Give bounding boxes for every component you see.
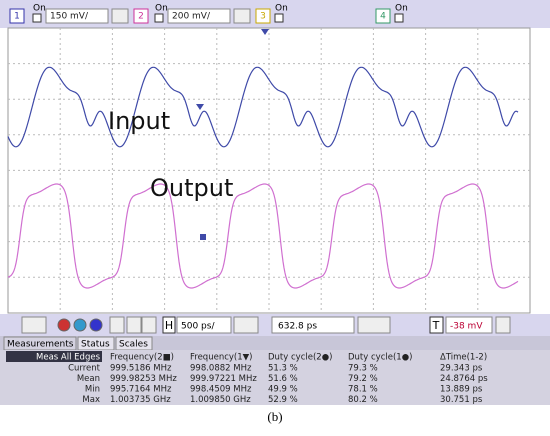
h-label: H (165, 319, 173, 332)
column-header: Meas All Edges (36, 353, 101, 363)
input-waveform (7, 66, 519, 148)
measurement-value: 999.97221 MHz (190, 374, 257, 384)
header-highlight (6, 351, 102, 362)
timebase: 500 ps/ (181, 322, 215, 332)
row-label: Mean (77, 374, 100, 384)
tab-label: Scales (119, 340, 148, 350)
measurement-value: 998.4509 MHz (190, 385, 252, 395)
measurement-value: 999.98253 MHz (110, 374, 177, 384)
measurement-value: 29.343 ps (440, 364, 483, 374)
measurement-value: 13.889 ps (440, 385, 483, 395)
ch-button[interactable] (57, 318, 71, 332)
timebase-box[interactable] (176, 316, 232, 334)
ch4-number: 4 (380, 12, 386, 22)
tool-button[interactable] (141, 316, 157, 334)
tool-button[interactable] (109, 316, 125, 334)
measurement-value: 79.3 % (348, 364, 378, 374)
graticule (8, 28, 530, 313)
measurement-value: 79.2 % (348, 374, 378, 384)
ch4-check[interactable] (394, 13, 404, 23)
measurement-value: 80.2 % (348, 395, 378, 405)
measurement-value: 1.009850 GHz (190, 395, 251, 405)
measurement-value: 49.9 % (268, 385, 298, 395)
ch2-number: 2 (138, 12, 144, 22)
measurement-value: 51.6 % (268, 374, 298, 384)
ch3-box[interactable] (255, 8, 271, 24)
ch1-check[interactable] (32, 13, 42, 23)
tab-label: Status (81, 340, 110, 350)
column-header: Duty cycle(1●) (348, 353, 412, 363)
position-box[interactable] (271, 316, 355, 334)
row-label: Current (68, 364, 101, 374)
ch-button[interactable] (89, 318, 103, 332)
column-header: ΔTime(1-2) (440, 353, 487, 363)
measurement-value: 78.1 % (348, 385, 378, 395)
t-box (429, 316, 444, 334)
measurement-value: 1.003735 GHz (110, 395, 171, 405)
measurement-value: 24.8764 ps (440, 374, 488, 384)
ch2-check[interactable] (154, 13, 164, 23)
output-label: Output (150, 174, 233, 202)
measurement-value: 998.0882 MHz (190, 364, 252, 374)
timebase-spin[interactable] (233, 316, 259, 334)
t-label: T (432, 319, 440, 332)
ch2-coupling[interactable] (233, 8, 251, 24)
measurement-value: 30.751 ps (440, 395, 483, 405)
ch2-state: On (155, 4, 168, 14)
tab-label: Measurements (7, 340, 74, 350)
trigger-marker (261, 29, 269, 35)
ch2-scale-box[interactable] (167, 8, 231, 24)
h-box (162, 316, 176, 334)
ch1-scale-box[interactable] (45, 8, 109, 24)
ch3-check[interactable] (274, 13, 284, 23)
ch1-marker (196, 104, 204, 110)
trigger-spin[interactable] (495, 316, 511, 334)
caption: (b) (267, 409, 282, 424)
ch1-scale: 150 mV/ (50, 12, 89, 22)
ch2-scale: 200 mV/ (172, 12, 211, 22)
output-waveform (7, 183, 519, 289)
ch4-state: On (395, 4, 408, 14)
ch4-box[interactable] (375, 8, 391, 24)
column-header: Frequency(1▼) (190, 353, 253, 363)
ch3-number: 3 (260, 12, 266, 22)
measurement-value: 995.7164 MHz (110, 385, 172, 395)
trigger-level: -38 mV (450, 322, 483, 332)
trigger-box[interactable] (445, 316, 493, 334)
input-label: Input (108, 107, 170, 135)
row-label: Max (82, 395, 100, 405)
ch1-coupling[interactable] (111, 8, 129, 24)
measurement-value: 52.9 % (268, 395, 298, 405)
row-label: Min (85, 385, 100, 395)
ch3-state: On (275, 4, 288, 14)
ch-button[interactable] (73, 318, 87, 332)
ch2-box[interactable] (133, 8, 149, 24)
tool-button[interactable] (126, 316, 142, 334)
measurement-value: 999.5186 MHz (110, 364, 172, 374)
column-header: Frequency(2■) (110, 353, 174, 363)
vertical-control[interactable] (21, 316, 47, 334)
column-header: Duty cycle(2●) (268, 353, 332, 363)
ch1-number: 1 (14, 12, 20, 22)
position-nav[interactable] (357, 316, 391, 334)
ch1-state: On (33, 4, 46, 14)
ch2-marker (200, 234, 206, 240)
position: 632.8 ps (278, 322, 317, 332)
measurement-value: 51.3 % (268, 364, 298, 374)
ch1-box[interactable] (9, 8, 25, 24)
